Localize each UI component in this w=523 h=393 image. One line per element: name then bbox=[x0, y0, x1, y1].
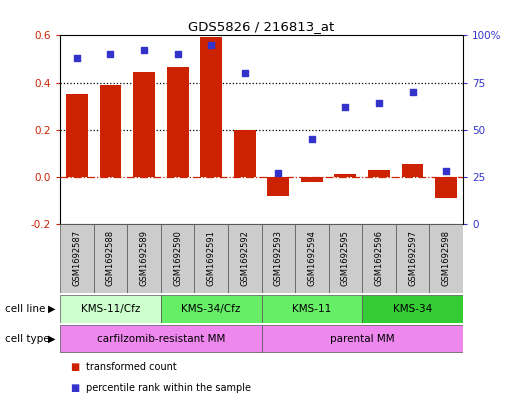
Point bbox=[442, 168, 450, 174]
Bar bbox=[362, 224, 396, 293]
Text: ▶: ▶ bbox=[48, 304, 55, 314]
Bar bbox=[167, 67, 188, 177]
Bar bbox=[362, 295, 463, 323]
Point bbox=[308, 136, 316, 142]
Text: GSM1692598: GSM1692598 bbox=[441, 230, 451, 286]
Bar bbox=[368, 170, 390, 177]
Bar bbox=[94, 224, 127, 293]
Text: percentile rank within the sample: percentile rank within the sample bbox=[86, 383, 251, 393]
Text: parental MM: parental MM bbox=[330, 334, 394, 344]
Text: cell line: cell line bbox=[5, 304, 46, 314]
Bar bbox=[335, 174, 356, 177]
Bar bbox=[228, 224, 262, 293]
Text: GSM1692597: GSM1692597 bbox=[408, 230, 417, 286]
Bar bbox=[262, 295, 362, 323]
Text: ■: ■ bbox=[71, 383, 80, 393]
Point bbox=[408, 89, 417, 95]
Bar bbox=[262, 325, 463, 353]
Bar bbox=[328, 224, 362, 293]
Bar bbox=[267, 177, 289, 196]
Text: ▶: ▶ bbox=[48, 334, 55, 344]
Point bbox=[73, 55, 81, 61]
Text: carfilzomib-resistant MM: carfilzomib-resistant MM bbox=[97, 334, 225, 344]
Text: GSM1692590: GSM1692590 bbox=[173, 230, 182, 286]
Bar bbox=[234, 130, 256, 177]
Bar bbox=[60, 295, 161, 323]
Text: GSM1692592: GSM1692592 bbox=[240, 230, 249, 286]
Bar bbox=[262, 224, 295, 293]
Text: KMS-34: KMS-34 bbox=[393, 304, 432, 314]
Text: GSM1692594: GSM1692594 bbox=[308, 230, 316, 286]
Title: GDS5826 / 216813_at: GDS5826 / 216813_at bbox=[188, 20, 335, 33]
Bar bbox=[396, 224, 429, 293]
Bar bbox=[200, 37, 222, 177]
Text: transformed count: transformed count bbox=[86, 362, 177, 372]
Bar bbox=[402, 164, 424, 177]
Text: GSM1692595: GSM1692595 bbox=[341, 230, 350, 286]
Bar bbox=[295, 224, 328, 293]
Bar bbox=[99, 85, 121, 177]
Text: KMS-34/Cfz: KMS-34/Cfz bbox=[181, 304, 241, 314]
Point bbox=[375, 100, 383, 107]
Bar bbox=[161, 224, 195, 293]
Bar bbox=[66, 94, 88, 177]
Point bbox=[207, 42, 215, 48]
Text: GSM1692589: GSM1692589 bbox=[140, 230, 149, 286]
Bar bbox=[60, 325, 262, 353]
Point bbox=[241, 70, 249, 76]
Bar bbox=[435, 177, 457, 198]
Point bbox=[341, 104, 349, 110]
Bar bbox=[429, 224, 463, 293]
Bar bbox=[60, 224, 94, 293]
Text: GSM1692591: GSM1692591 bbox=[207, 230, 215, 286]
Text: GSM1692596: GSM1692596 bbox=[374, 230, 383, 286]
Bar bbox=[161, 295, 262, 323]
Text: GSM1692588: GSM1692588 bbox=[106, 230, 115, 286]
Point bbox=[274, 170, 282, 176]
Text: cell type: cell type bbox=[5, 334, 50, 344]
Text: KMS-11/Cfz: KMS-11/Cfz bbox=[81, 304, 140, 314]
Bar bbox=[127, 224, 161, 293]
Text: KMS-11: KMS-11 bbox=[292, 304, 332, 314]
Bar bbox=[301, 177, 323, 182]
Bar bbox=[133, 72, 155, 177]
Point bbox=[174, 51, 182, 57]
Text: GSM1692593: GSM1692593 bbox=[274, 230, 283, 286]
Point bbox=[140, 47, 148, 53]
Text: ■: ■ bbox=[71, 362, 80, 372]
Bar bbox=[195, 224, 228, 293]
Point bbox=[106, 51, 115, 57]
Text: GSM1692587: GSM1692587 bbox=[72, 230, 82, 286]
